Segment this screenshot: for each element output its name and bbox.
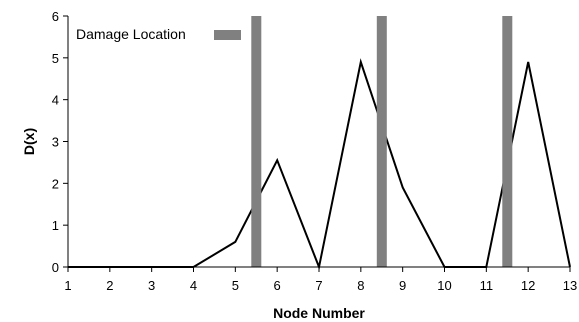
legend-label: Damage Location [76, 26, 186, 42]
x-tick-label: 9 [399, 278, 406, 293]
x-tick-label: 12 [521, 278, 535, 293]
x-tick-label: 2 [106, 278, 113, 293]
y-tick-label: 6 [52, 9, 59, 24]
legend-swatch [214, 30, 241, 40]
damage-location-bar-3 [502, 16, 513, 267]
x-tick-label: 10 [437, 278, 451, 293]
x-tick-label: 6 [274, 278, 281, 293]
y-tick-label: 4 [52, 93, 59, 108]
damage-location-bar-2 [376, 16, 387, 267]
y-tick-label: 3 [52, 135, 59, 150]
y-tick-label: 5 [52, 51, 59, 66]
y-tick-label: 1 [52, 218, 59, 233]
y-tick-label: 2 [52, 176, 59, 191]
x-tick-label: 7 [315, 278, 322, 293]
y-tick-label: 0 [52, 260, 59, 275]
plot-marks [68, 16, 571, 271]
legend: Damage Location [76, 26, 241, 42]
y-axis-title: D(x) [21, 128, 37, 155]
x-tick-label: 3 [148, 278, 155, 293]
x-axis-title: Node Number [273, 305, 365, 321]
x-tick-label: 5 [232, 278, 239, 293]
x-tick-label: 1 [64, 278, 71, 293]
x-tick-label: 13 [563, 278, 577, 293]
series-line-1 [68, 58, 571, 271]
damage-location-bar-1 [251, 16, 262, 267]
x-tick-label: 11 [480, 278, 494, 293]
x-tick-label: 8 [357, 278, 364, 293]
x-tick-label: 4 [190, 278, 197, 293]
